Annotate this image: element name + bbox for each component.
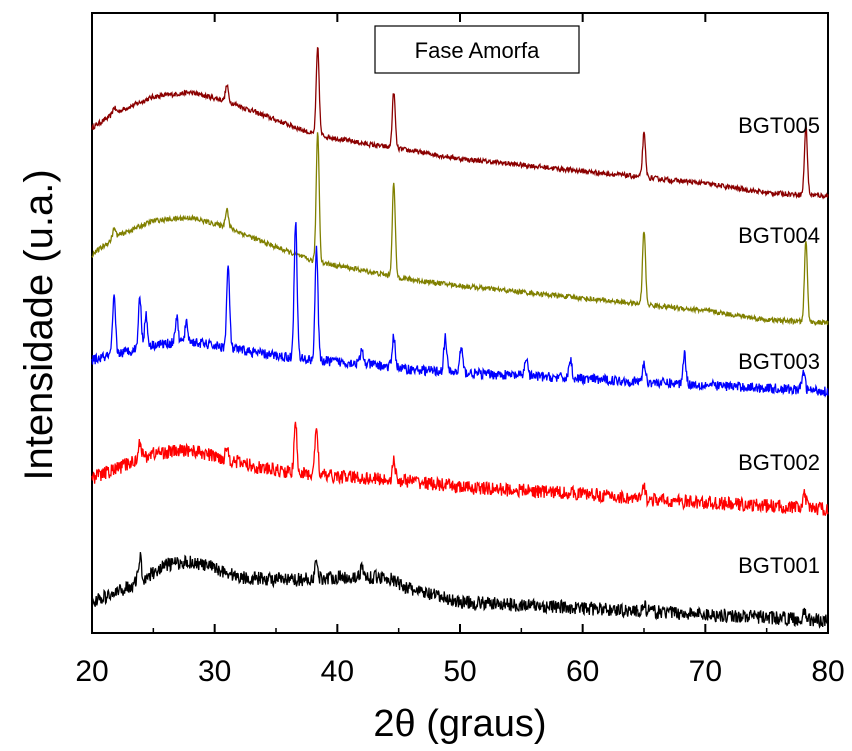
series-label-bgt003: BGT003 xyxy=(738,349,820,374)
series-line-bgt003 xyxy=(91,221,829,398)
series-label-bgt001: BGT001 xyxy=(738,553,820,578)
x-tick-label: 70 xyxy=(689,655,722,688)
annotation-box: Fase Amorfa xyxy=(374,25,580,74)
series-line-bgt001 xyxy=(91,552,829,629)
x-tick-label: 80 xyxy=(811,655,844,688)
x-axis-title: 2θ (graus) xyxy=(373,703,546,745)
series-label-bgt005: BGT005 xyxy=(738,113,820,138)
x-tick-label: 60 xyxy=(566,655,599,688)
annotation-text: Fase Amorfa xyxy=(415,38,540,63)
x-tick-label: 20 xyxy=(75,655,108,688)
series-label-bgt002: BGT002 xyxy=(738,450,820,475)
series-line-bgt004 xyxy=(91,132,829,326)
x-tick-label: 30 xyxy=(198,655,231,688)
series-label-bgt004: BGT004 xyxy=(738,223,820,248)
x-tick-label: 50 xyxy=(443,655,476,688)
series-line-bgt002 xyxy=(91,421,829,517)
x-axis-ticks: 20 30 40 50 60 70 80 xyxy=(75,13,845,688)
series-line-bgt005 xyxy=(91,46,829,200)
y-axis-title: Intensidade (u.a.) xyxy=(17,169,61,480)
series-labels: BGT005 BGT004 BGT003 BGT002 BGT001 xyxy=(738,113,820,578)
annotation-frame xyxy=(374,25,580,74)
series-layer xyxy=(91,46,829,629)
plot-frame xyxy=(91,12,829,634)
x-tick-label: 40 xyxy=(321,655,354,688)
